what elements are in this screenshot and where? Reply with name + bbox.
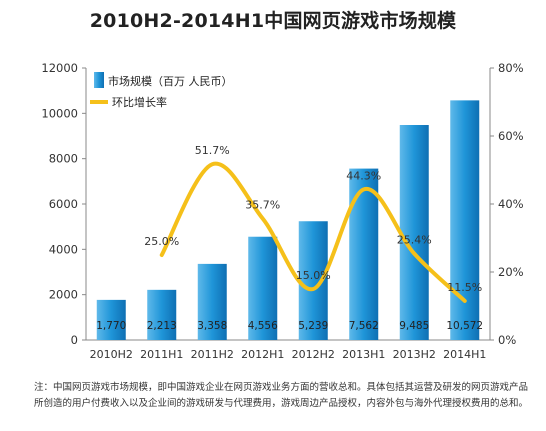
bar-value-label: 10,572 [446,320,483,332]
y-tick-label: 4000 [49,242,78,256]
line-value-label: 25.0% [144,235,179,248]
x-tick-label: 2011H2 [191,348,234,361]
y2-tick-label: 80% [498,61,524,75]
y2-tick-label: 40% [498,197,524,211]
x-tick-label: 2013H2 [393,348,436,361]
y-tick-label: 0 [71,333,78,347]
bar-value-label: 4,556 [248,320,278,332]
bar-value-label: 2,213 [147,320,177,332]
line-value-label: 15.0% [296,269,331,282]
y2-tick-label: 60% [498,129,524,143]
line-value-label: 11.5% [447,281,482,294]
line-value-label: 44.3% [346,169,381,182]
y-tick-label: 10000 [41,106,78,120]
y2-tick-label: 20% [498,265,524,279]
y-tick-label: 8000 [49,152,78,166]
chart-title: 2010H2-2014H1中国网页游戏市场规模 [89,10,457,32]
bar [96,299,126,340]
legend-swatch-bar [94,72,104,88]
y-tick-label: 6000 [49,197,78,211]
x-tick-label: 2011H1 [140,348,183,361]
footnote: 注：中国网页游戏市场规模，即中国游戏企业在网页游戏业务方面的营收总和。具体包括其… [34,382,529,409]
bar [147,289,177,340]
x-tick-label: 2010H2 [90,348,133,361]
growth-rate-line [159,161,467,303]
x-tick-label: 2012H2 [292,348,335,361]
bar-value-label: 3,358 [197,320,227,332]
legend-label-bar: 市场规模（百万 人民币） [108,74,233,88]
bar [399,125,429,340]
y-tick-label: 12000 [41,61,78,75]
bar-value-label: 5,239 [298,320,328,332]
x-tick-label: 2014H1 [443,348,486,361]
bar [248,236,278,340]
bar-value-label: 7,562 [349,320,379,332]
bar-value-label: 9,485 [399,320,429,332]
x-tick-label: 2013H1 [342,348,385,361]
legend-label-line: 环比增长率 [112,95,167,109]
y2-tick-label: 0% [498,333,516,347]
line-value-label: 25.4% [397,234,432,247]
line-value-label: 35.7% [245,199,280,212]
y-tick-label: 2000 [49,288,78,302]
line-value-label: 51.7% [195,144,230,157]
bar [197,263,227,340]
bar-value-label: 1,770 [96,320,126,332]
bar [450,100,480,340]
x-tick-label: 2012H1 [241,348,284,361]
